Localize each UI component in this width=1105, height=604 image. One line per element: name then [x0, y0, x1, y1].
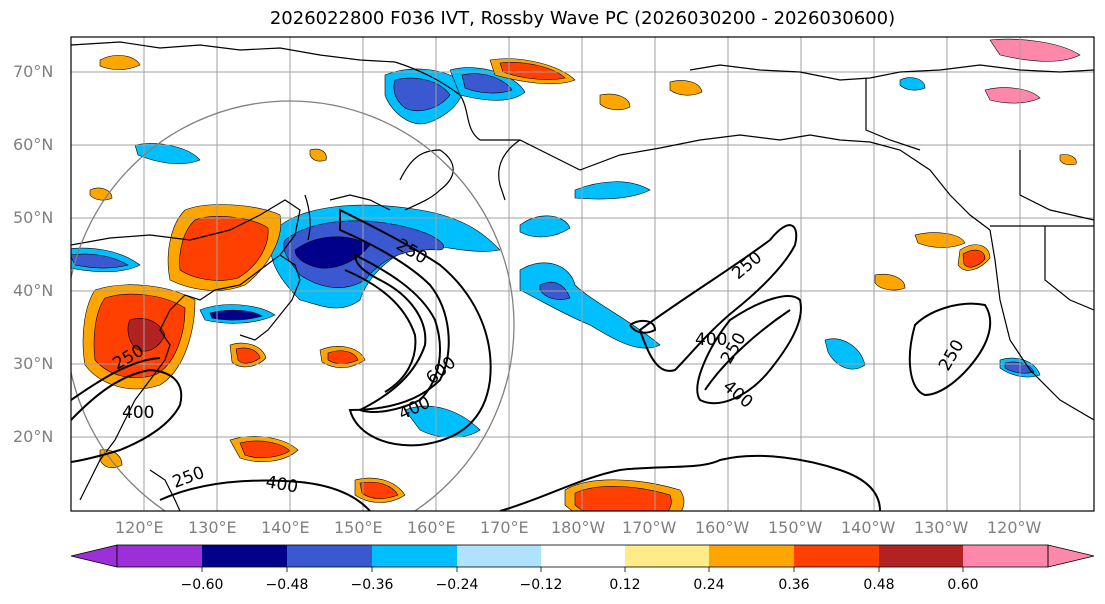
ivt-shading	[71, 38, 1081, 511]
lon-label-140w: 140°W	[841, 518, 896, 537]
colorbar-segment	[625, 545, 709, 567]
lon-label-170e: 170°E	[480, 518, 529, 537]
colorbar-label: −0.48	[265, 577, 309, 593]
map-title: 2026022800 F036 IVT, Rossby Wave PC (202…	[269, 8, 896, 29]
lat-label-70: 70°N	[13, 62, 54, 81]
colorbar	[70, 544, 1095, 572]
contour-label: 400	[122, 403, 154, 423]
colorbar-label: −0.60	[180, 577, 224, 593]
colorbar-segment	[963, 545, 1048, 567]
lon-label-130w: 130°W	[914, 518, 969, 537]
graticule	[71, 37, 1094, 511]
lon-label-130e: 130°E	[188, 518, 237, 537]
lat-label-40: 40°N	[13, 281, 54, 300]
colorbar-segment	[541, 545, 625, 567]
lat-label-60: 60°N	[13, 135, 54, 154]
lon-label-160w: 160°W	[695, 518, 750, 537]
lat-label-30: 30°N	[13, 354, 54, 373]
colorbar-segment	[372, 545, 457, 567]
pc-contours	[71, 208, 992, 511]
colorbar-extend-max	[1047, 544, 1095, 568]
colorbar-extend-min	[70, 544, 118, 568]
lat-label-50: 50°N	[13, 208, 54, 227]
colorbar-label: 0.48	[863, 577, 895, 593]
lon-label-170w: 170°W	[622, 518, 677, 537]
colorbar-segment	[117, 545, 202, 567]
colorbar-segment	[287, 545, 372, 567]
colorbar-segment	[879, 545, 963, 567]
colorbar-label: 0.12	[609, 577, 641, 593]
lon-label-150e: 150°E	[334, 518, 383, 537]
range-circle	[71, 100, 515, 511]
lon-label-120w: 120°W	[987, 518, 1042, 537]
colorbar-segment	[794, 545, 879, 567]
colorbar-label: −0.36	[350, 577, 394, 593]
lon-label-140e: 140°E	[261, 518, 310, 537]
colorbar-label: −0.12	[519, 577, 563, 593]
lon-label-180w: 180°W	[551, 518, 606, 537]
colorbar-segment	[202, 545, 287, 567]
colorbar-label: 0.24	[693, 577, 725, 593]
colorbar-label: 0.36	[778, 577, 810, 593]
lat-label-20: 20°N	[13, 427, 54, 446]
colorbar-segment	[457, 545, 541, 567]
coastlines	[71, 41, 1094, 511]
colorbar-label: −0.24	[435, 577, 479, 593]
lon-label-150w: 150°W	[768, 518, 823, 537]
lon-label-160e: 160°E	[407, 518, 456, 537]
contour-label: 400	[695, 330, 727, 350]
lon-label-120e: 120°E	[115, 518, 164, 537]
colorbar-label: 0.60	[947, 577, 979, 593]
colorbar-segment	[709, 545, 794, 567]
